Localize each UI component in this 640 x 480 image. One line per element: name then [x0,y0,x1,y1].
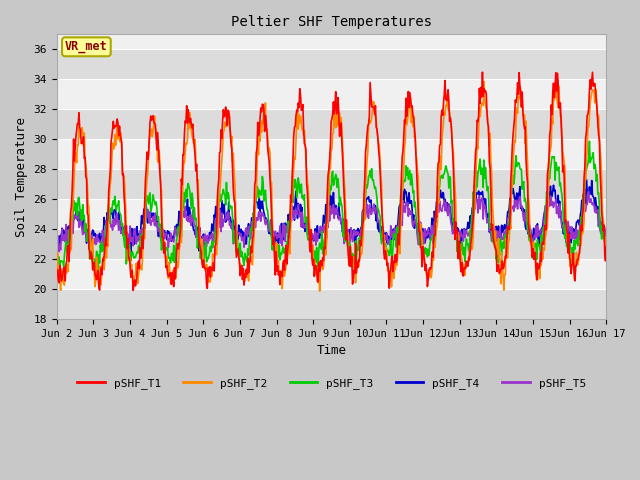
Line: pSHF_T2: pSHF_T2 [57,82,606,291]
pSHF_T5 [415,222,423,228]
pSHF_T1 [63,258,70,264]
pSHF_T4 [205,237,212,243]
Bar [57,169,606,199]
pSHF_T2 [53,267,61,273]
pSHF_T5 [585,189,593,194]
pSHF_T3 [415,240,423,245]
pSHF_T4 [127,249,135,255]
pSHF_T3 [53,254,61,260]
pSHF_T1 [176,233,184,239]
Line: pSHF_T1: pSHF_T1 [57,72,606,290]
pSHF_T3 [63,245,70,251]
pSHF_T5 [55,249,63,255]
Title: Peltier SHF Temperatures: Peltier SHF Temperatures [231,15,432,29]
pSHF_T4 [582,177,590,182]
Bar [57,139,606,169]
X-axis label: Time: Time [317,344,346,357]
pSHF_T3 [602,246,610,252]
pSHF_T3 [94,270,102,276]
pSHF_T5 [53,245,61,251]
pSHF_T5 [399,198,407,204]
Line: pSHF_T5: pSHF_T5 [57,192,606,252]
Bar [57,79,606,109]
pSHF_T1 [205,272,212,278]
pSHF_T4 [602,234,610,240]
Line: pSHF_T4: pSHF_T4 [57,180,606,252]
pSHF_T4 [120,225,127,230]
pSHF_T2 [480,79,488,84]
Y-axis label: Soil Temperature: Soil Temperature [15,117,28,237]
Bar [57,229,606,259]
pSHF_T1 [479,69,486,75]
pSHF_T5 [205,237,212,242]
pSHF_T5 [63,235,71,240]
pSHF_T4 [53,234,61,240]
pSHF_T2 [602,234,610,240]
Bar [57,259,606,289]
Line: pSHF_T3: pSHF_T3 [57,141,606,273]
pSHF_T2 [175,249,183,255]
pSHF_T2 [316,288,323,294]
pSHF_T2 [63,270,70,276]
pSHF_T1 [415,229,423,235]
pSHF_T3 [120,238,128,244]
pSHF_T5 [176,224,184,229]
pSHF_T3 [176,220,184,226]
pSHF_T2 [204,270,212,276]
pSHF_T1 [53,268,61,274]
pSHF_T4 [176,219,184,225]
pSHF_T2 [399,176,407,181]
Bar [57,289,606,319]
pSHF_T2 [120,174,127,180]
pSHF_T5 [120,228,128,234]
Text: VR_met: VR_met [65,40,108,53]
pSHF_T1 [602,244,610,250]
pSHF_T2 [415,220,423,226]
Bar [57,109,606,139]
pSHF_T1 [129,288,137,293]
pSHF_T3 [205,253,212,259]
pSHF_T1 [399,148,407,154]
Bar [57,199,606,229]
pSHF_T4 [415,225,423,231]
pSHF_T4 [63,229,70,235]
pSHF_T3 [399,181,407,187]
pSHF_T5 [602,225,610,230]
pSHF_T3 [586,138,593,144]
Bar [57,49,606,79]
Legend: pSHF_T1, pSHF_T2, pSHF_T3, pSHF_T4, pSHF_T5: pSHF_T1, pSHF_T2, pSHF_T3, pSHF_T4, pSHF… [73,373,590,393]
pSHF_T4 [399,189,407,194]
pSHF_T1 [120,171,127,177]
